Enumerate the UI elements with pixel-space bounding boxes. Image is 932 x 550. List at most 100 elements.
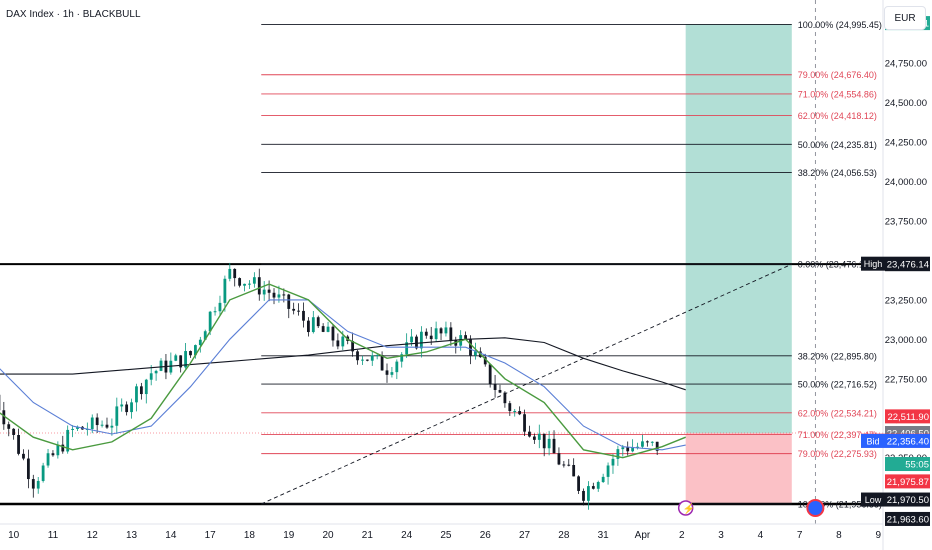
candle-body-125 [606,465,610,477]
candle-body-102 [493,384,497,390]
fib-level-label-5: 38.20% (24,056.53) [798,168,877,178]
price-tag-value-7: 55:05 [905,460,929,471]
candle-body-67 [321,326,325,332]
price-tag-label-bg-9 [861,492,885,507]
candle-body-23 [105,424,109,428]
price-tag-9 [885,492,930,507]
price-tag-value-3: 22,511.90 [887,412,929,423]
candle-body-17 [76,426,79,429]
candle-body-91 [439,328,443,334]
candle-body-26 [120,404,124,407]
candle-body-123 [596,482,600,489]
x-tick-label-13: 27 [519,530,531,541]
candle-body-47 [223,278,227,303]
x-tick-label-6: 18 [244,530,256,541]
candle-body-62 [297,310,300,312]
candle-body-104 [503,392,507,404]
loss-zone[interactable] [685,433,792,503]
event-icon-lightning[interactable] [677,500,694,516]
profit-zone[interactable] [685,24,792,434]
candle-body-110 [532,436,536,440]
price-tag-label-bg-6 [861,433,885,448]
candle-body-58 [277,294,281,298]
price-tag-value-8: 21,975.87 [887,477,929,488]
candle-body-27 [125,404,129,413]
x-tick-label-9: 21 [362,530,374,541]
candle-body-133 [645,441,649,443]
candle-body-61 [292,308,296,311]
candle-body-31 [144,379,148,395]
candle-body-114 [552,438,556,454]
moving-average-mid [0,299,686,451]
candle-body-117 [567,464,571,466]
candle-body-45 [213,311,217,313]
fib-level-label-3: 62.00% (24,418.12) [798,111,877,121]
price-tag-10 [885,511,930,526]
candle-body-60 [287,294,291,309]
candle-body-15 [66,429,70,452]
candle-body-113 [547,438,551,449]
candle-body-135 [655,441,659,451]
candle-body-3 [7,424,11,429]
candle-body-68 [326,326,330,332]
candle-body-93 [449,327,453,341]
y-tick-label-2: 24,500.00 [885,98,927,109]
candle-body-39 [184,351,187,368]
candle-body-5 [17,435,20,454]
candle-body-107 [518,411,522,415]
candle-body-4 [12,428,16,436]
candle-body-109 [528,431,531,437]
x-tick-label-4: 14 [165,530,177,541]
x-tick-label-15: 31 [598,530,610,541]
currency-selector[interactable]: EUR [884,6,926,30]
candle-body-29 [135,386,138,403]
candle-body-74 [356,351,359,361]
y-tick-label-4: 24,000.00 [885,177,927,188]
candle-body-25 [115,406,119,426]
candle-body-83 [400,354,404,362]
candle-body-116 [562,464,566,466]
fib-level-label-8: 50.00% (22,716.52) [798,380,877,390]
candle-body-131 [636,446,639,448]
y-tick-label-5: 23,750.00 [885,216,927,227]
candle-body-65 [311,317,315,333]
candle-body-48 [228,268,232,279]
candle-body-16 [71,428,74,430]
candle-body-124 [601,476,605,483]
candle-body-22 [100,424,104,426]
candle-body-70 [336,340,340,347]
candle-body-30 [139,386,143,395]
x-tick-label-19: 4 [758,530,764,541]
x-tick-label-21: 8 [836,530,842,541]
candle-body-132 [641,441,644,447]
candle-body-121 [587,486,590,501]
x-tick-label-14: 28 [558,530,570,541]
candle-body-75 [361,359,364,361]
price-tag-value-2: 23,476.14 [887,260,929,271]
candle-body-106 [513,411,517,413]
candle-body-55 [262,289,266,295]
x-tick-label-11: 25 [440,530,452,541]
candle-body-12 [51,453,55,456]
candle-body-85 [410,336,413,343]
candle-body-50 [238,278,242,286]
candle-body-13 [56,444,60,456]
fib-trend-line[interactable] [261,263,792,505]
fib-level-label-7: 38.20% (22,895.80) [798,351,877,361]
candle-body-115 [557,453,561,465]
candle-body-105 [508,403,512,412]
candle-body-127 [616,449,620,459]
price-tag-value-10: 21,963.60 [887,514,929,525]
candle-body-103 [498,389,502,393]
candle-body-111 [537,433,541,440]
candle-body-98 [474,351,477,356]
event-icon-globe[interactable] [806,499,825,517]
price-tag-value-6: 22,356.40 [887,436,929,447]
fib-level-label-0: 100.00% (24,995.45) [798,20,882,30]
candle-body-20 [90,417,94,429]
candle-body-73 [351,340,355,352]
candle-body-92 [444,327,448,334]
y-tick-label-9: 22,750.00 [885,374,927,385]
candle-body-71 [341,336,345,347]
